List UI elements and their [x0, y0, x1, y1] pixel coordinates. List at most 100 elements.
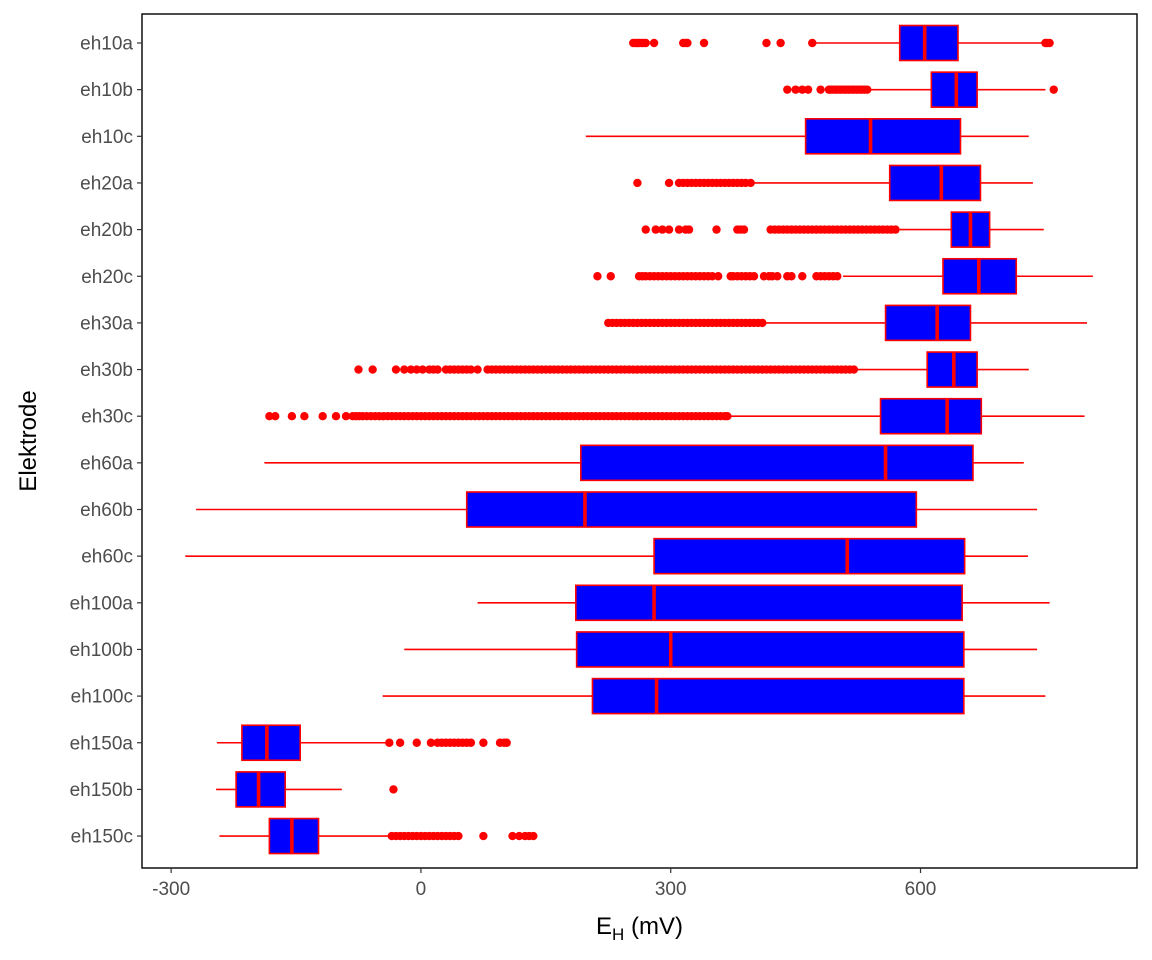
outlier-point — [633, 178, 642, 188]
outlier-point — [271, 412, 280, 421]
outlier-point — [606, 272, 615, 281]
y-tick-label: eh10a — [80, 34, 133, 55]
outlier-point — [762, 38, 771, 48]
iqr-box — [241, 724, 302, 762]
y-tick-label: eh30b — [80, 360, 133, 381]
outlier-point — [466, 365, 476, 374]
outlier-point — [433, 365, 442, 374]
x-tick-label: 300 — [655, 879, 687, 900]
box-eh30c — [265, 397, 1085, 435]
box-eh30b — [354, 351, 1029, 388]
iqr-box — [898, 24, 959, 62]
outlier-point — [746, 178, 755, 188]
x-tick-label: -300 — [152, 879, 190, 900]
iqr-box — [930, 71, 978, 108]
iqr-box — [579, 444, 974, 482]
outlier-point — [808, 38, 817, 48]
outlier-point — [1049, 85, 1058, 94]
iqr-box — [879, 397, 983, 435]
outlier-point — [684, 225, 694, 234]
box-eh100b — [404, 631, 1038, 668]
box-eh150a — [216, 724, 511, 762]
outlier-point — [454, 831, 463, 841]
outlier-point — [508, 831, 517, 841]
outlier-point — [418, 365, 427, 374]
x-axis-title: EH (mV) — [596, 913, 683, 944]
outlier-point — [787, 272, 796, 281]
outlier-point — [391, 365, 401, 374]
iqr-box — [888, 164, 982, 202]
iqr-box — [235, 771, 287, 808]
x-axis-title-main: E — [596, 913, 612, 940]
panel-border — [141, 13, 1138, 869]
outlier-point — [723, 412, 732, 421]
outlier-point — [776, 38, 785, 48]
iqr-box — [465, 491, 918, 528]
iqr-box — [653, 537, 966, 575]
outlier-point — [502, 738, 511, 747]
outlier-point — [664, 178, 674, 188]
box-eh10c — [585, 118, 1029, 155]
outlier-point — [389, 785, 398, 794]
y-tick-label: eh10c — [81, 127, 133, 148]
x-axis: -300 0 300 600 — [152, 868, 936, 900]
outlier-point — [658, 225, 667, 234]
box-eh30a — [604, 304, 1088, 342]
outlier-point — [514, 831, 524, 841]
outlier-point — [791, 85, 800, 94]
box-eh20b — [641, 211, 1044, 248]
outlier-point — [354, 365, 363, 374]
outlier-point — [651, 225, 660, 234]
y-tick-label: eh150a — [70, 733, 134, 754]
outlier-point — [891, 225, 900, 234]
outlier-point — [712, 225, 721, 234]
outlier-point — [798, 85, 807, 94]
box-eh10a — [629, 24, 1054, 62]
box-eh60c — [185, 537, 1028, 575]
outlier-point — [803, 85, 813, 94]
outlier-point — [593, 272, 602, 281]
outlier-point — [708, 272, 717, 281]
y-tick-label: eh60c — [81, 547, 133, 568]
outlier-point — [412, 365, 421, 374]
outlier-point — [816, 85, 825, 94]
outlier-point — [479, 831, 488, 841]
iqr-box — [884, 304, 972, 342]
outlier-point — [395, 738, 405, 747]
iqr-box — [804, 118, 962, 155]
iqr-box — [268, 817, 320, 855]
outlier-point — [713, 272, 723, 281]
outlier-point — [473, 365, 482, 374]
y-tick-label: eh150b — [70, 780, 133, 801]
outlier-point — [479, 738, 488, 747]
plot-area — [185, 24, 1093, 855]
box-eh60b — [196, 491, 1038, 528]
outlier-point — [641, 225, 650, 234]
outlier-point — [1045, 38, 1054, 48]
outlier-point — [466, 738, 476, 747]
outlier-point — [833, 272, 842, 281]
outlier-point — [649, 38, 659, 48]
box-eh150b — [216, 771, 398, 808]
y-tick-label: eh100c — [71, 687, 133, 708]
outlier-point — [739, 225, 749, 234]
outlier-point — [287, 412, 297, 421]
outlier-point — [400, 365, 409, 374]
box-eh10b — [783, 71, 1058, 108]
outlier-point — [699, 38, 709, 48]
outlier-point — [331, 412, 341, 421]
box-eh20c — [593, 257, 1093, 295]
box-eh100c — [382, 677, 1046, 715]
y-axis-title: Elektrode — [15, 390, 42, 491]
outlier-point — [318, 412, 327, 421]
outlier-point — [641, 38, 650, 48]
y-tick-label: eh100b — [70, 640, 133, 661]
outlier-point — [758, 318, 767, 328]
outlier-point — [664, 225, 674, 234]
outlier-point — [412, 738, 421, 747]
y-tick-label: eh60b — [80, 500, 133, 521]
outlier-point — [426, 738, 436, 747]
y-tick-label: eh150c — [71, 827, 133, 848]
outlier-point — [773, 272, 782, 281]
